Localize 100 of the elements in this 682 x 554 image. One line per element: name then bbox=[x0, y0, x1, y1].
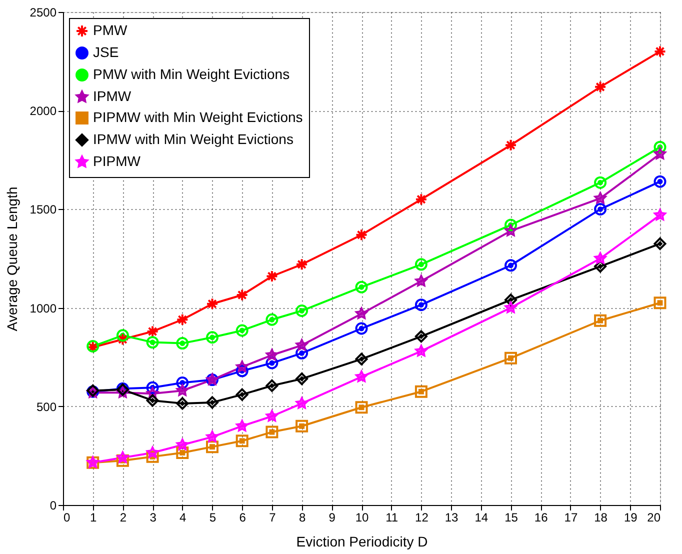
point bbox=[504, 302, 517, 314]
legend-label: JSE bbox=[93, 44, 119, 60]
point bbox=[594, 176, 607, 189]
legend-label: PIPMW with Min Weight Evictions bbox=[93, 109, 303, 125]
point bbox=[236, 360, 248, 372]
point bbox=[206, 430, 218, 442]
point bbox=[355, 280, 368, 294]
point bbox=[594, 314, 607, 327]
point bbox=[594, 192, 606, 204]
point bbox=[236, 434, 248, 448]
point bbox=[504, 138, 517, 152]
point bbox=[414, 193, 428, 206]
point bbox=[654, 148, 666, 160]
point bbox=[594, 252, 606, 264]
point bbox=[594, 260, 607, 273]
point bbox=[266, 379, 278, 392]
point bbox=[176, 384, 188, 396]
point bbox=[356, 307, 368, 319]
y-tick-label: 2500 bbox=[30, 6, 57, 20]
point bbox=[654, 140, 666, 154]
point bbox=[266, 270, 278, 282]
point bbox=[654, 296, 666, 310]
point bbox=[654, 237, 666, 250]
legend-label: PMW bbox=[93, 22, 128, 38]
point bbox=[504, 259, 517, 272]
x-tick-label: 12 bbox=[415, 510, 429, 524]
point bbox=[654, 175, 666, 188]
point bbox=[296, 346, 308, 360]
point bbox=[116, 451, 129, 463]
point bbox=[206, 298, 218, 310]
x-tick-label: 7 bbox=[269, 510, 276, 524]
y-tick-label: 0 bbox=[50, 498, 57, 512]
legend-label: PMW with Min Weight Evictions bbox=[93, 66, 290, 82]
x-tick-label: 16 bbox=[534, 510, 548, 524]
legend-label: IPMW bbox=[93, 88, 132, 104]
point bbox=[146, 325, 159, 338]
point bbox=[176, 446, 189, 459]
point bbox=[415, 344, 428, 356]
point bbox=[206, 331, 218, 344]
y-tick-label: 500 bbox=[36, 400, 57, 414]
point bbox=[296, 420, 308, 432]
point bbox=[296, 397, 308, 409]
point bbox=[504, 218, 517, 232]
point bbox=[206, 440, 218, 454]
point bbox=[594, 80, 607, 94]
point bbox=[266, 426, 278, 438]
x-tick-label: 9 bbox=[328, 510, 336, 524]
x-tick-label: 15 bbox=[504, 510, 518, 524]
x-tick-label: 11 bbox=[386, 510, 398, 524]
point bbox=[176, 397, 189, 410]
point bbox=[116, 333, 129, 346]
point bbox=[296, 372, 308, 386]
x-tick-label: 0 bbox=[64, 510, 70, 524]
x-tick-label: 5 bbox=[209, 510, 216, 524]
x-tick-label: 4 bbox=[180, 510, 187, 524]
point bbox=[146, 336, 159, 349]
point bbox=[356, 370, 368, 382]
point bbox=[266, 410, 278, 422]
point bbox=[146, 394, 159, 407]
x-tick-label: 17 bbox=[564, 510, 578, 524]
y-tick-label: 1500 bbox=[30, 202, 57, 217]
x-tick-label: 8 bbox=[298, 510, 306, 524]
point bbox=[236, 388, 248, 401]
legend-label: IPMW with Min Weight Evictions bbox=[93, 131, 294, 147]
point bbox=[176, 438, 188, 450]
point bbox=[504, 352, 517, 364]
x-tick-label: 18 bbox=[594, 510, 608, 524]
x-tick-label: 6 bbox=[239, 510, 246, 524]
y-tick-label: 1000 bbox=[30, 301, 57, 316]
x-tick-label: 20 bbox=[647, 510, 661, 524]
x-tick-label: 13 bbox=[444, 510, 459, 524]
x-tick-label: 14 bbox=[474, 510, 488, 524]
point bbox=[415, 274, 428, 286]
point bbox=[355, 401, 368, 414]
point bbox=[414, 385, 428, 398]
point bbox=[654, 45, 666, 58]
point bbox=[206, 396, 218, 409]
point bbox=[296, 304, 308, 317]
x-tick-label: 2 bbox=[120, 510, 127, 524]
point bbox=[266, 313, 278, 326]
point bbox=[176, 376, 189, 389]
point bbox=[176, 337, 189, 350]
point bbox=[594, 202, 607, 216]
legend-label: PIPMW bbox=[93, 153, 142, 169]
point bbox=[266, 356, 278, 370]
y-tick-label: 2000 bbox=[30, 104, 57, 118]
point bbox=[296, 339, 308, 351]
point bbox=[414, 298, 428, 312]
point bbox=[146, 381, 159, 394]
x-tick-label: 3 bbox=[150, 510, 157, 524]
point bbox=[146, 446, 159, 458]
x-tick-label: 10 bbox=[355, 510, 369, 524]
x-axis-title: Eviction Periodicity D bbox=[296, 534, 428, 550]
point bbox=[355, 322, 368, 335]
point bbox=[654, 208, 666, 220]
point bbox=[176, 313, 189, 326]
point bbox=[236, 324, 248, 337]
y-axis-title: Average Queue Length bbox=[4, 186, 20, 332]
point bbox=[266, 348, 278, 360]
point bbox=[296, 258, 308, 271]
